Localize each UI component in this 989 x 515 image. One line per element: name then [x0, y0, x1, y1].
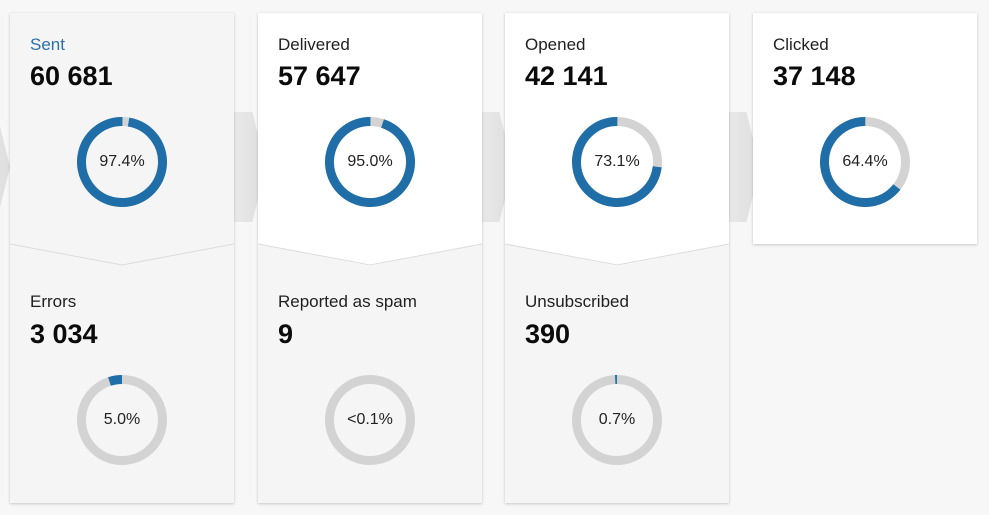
donut-percent: 5.0%: [103, 411, 141, 428]
funnel-card-clicked[interactable]: Clicked 37 148 64.4%: [753, 13, 977, 244]
opened-metric[interactable]: Opened 42 141 73.1%: [505, 13, 729, 266]
donut-chart: 0.7%: [572, 375, 662, 465]
metric-value: 60 681: [30, 61, 113, 91]
metric-label: Sent: [30, 35, 65, 54]
donut-chart: <0.1%: [325, 375, 415, 465]
donut-percent: 0.7%: [598, 411, 636, 428]
metric-value: 9: [278, 319, 294, 349]
sent-metric[interactable]: Sent 60 681 97.4%: [10, 13, 234, 266]
metric-label: Unsubscribed: [525, 292, 629, 311]
errors-metric[interactable]: Errors 3 034 5.0%: [10, 266, 234, 503]
metric-label: Clicked: [773, 35, 829, 54]
metric-label: Reported as spam: [278, 292, 417, 311]
metric-value: 3 034: [30, 319, 98, 349]
metric-label: Opened: [525, 35, 586, 54]
metric-label: Delivered: [278, 35, 350, 54]
donut-chart: 73.1%: [572, 117, 662, 207]
metric-value: 390: [525, 319, 571, 349]
unsubscribed-metric[interactable]: Unsubscribed 390 0.7%: [505, 266, 729, 503]
funnel-card-opened[interactable]: Opened 42 141 73.1% Unsubscribed 390 0.7…: [505, 13, 729, 503]
donut-chart: 95.0%: [325, 117, 415, 207]
funnel-card-delivered[interactable]: Delivered 57 647 95.0% Reported as spam …: [258, 13, 482, 503]
metric-value: 37 148: [773, 61, 856, 91]
donut-chart: 5.0%: [77, 375, 167, 465]
donut-chart: 64.4%: [820, 117, 910, 207]
donut-percent: <0.1%: [347, 411, 393, 428]
metric-value: 57 647: [278, 61, 361, 91]
donut-percent: 73.1%: [594, 153, 640, 170]
delivered-metric[interactable]: Delivered 57 647 95.0%: [258, 13, 482, 266]
funnel-card-sent[interactable]: Sent 60 681 97.4% Errors 3 034 5.0%: [10, 13, 234, 503]
donut-percent: 95.0%: [347, 153, 393, 170]
donut-chart: 97.4%: [77, 117, 167, 207]
metric-label: Errors: [30, 292, 77, 311]
spam-metric[interactable]: Reported as spam 9 <0.1%: [258, 266, 482, 503]
donut-percent: 64.4%: [842, 153, 888, 170]
funnel-arrow: [0, 112, 10, 222]
donut-percent: 97.4%: [99, 153, 145, 170]
metric-value: 42 141: [525, 61, 608, 91]
